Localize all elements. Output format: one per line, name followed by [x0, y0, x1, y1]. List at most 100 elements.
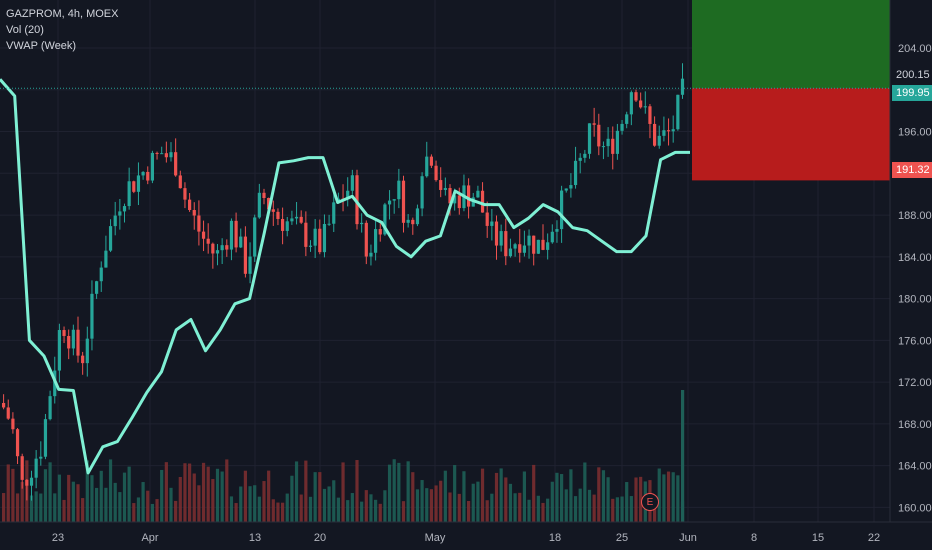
candle-body: [248, 256, 252, 274]
volume-bar: [71, 481, 75, 522]
candle-body: [299, 216, 303, 223]
candle-body: [76, 329, 80, 356]
candle-body: [536, 239, 540, 254]
candle-body: [490, 221, 494, 226]
volume-indicator-label[interactable]: Vol (20): [6, 24, 44, 36]
volume-bar: [676, 475, 680, 522]
volume-bar: [67, 474, 71, 522]
candle-body: [662, 130, 666, 136]
candle-body: [457, 195, 461, 209]
volume-bar: [174, 500, 178, 522]
candle-body: [550, 231, 554, 243]
volume-bar: [355, 460, 359, 522]
price-tick-label: 204.00: [898, 43, 932, 55]
volume-bar: [387, 464, 392, 522]
candle-body: [666, 130, 671, 132]
volume-bar: [146, 490, 150, 522]
candle-body: [629, 92, 633, 115]
volume-bar: [150, 503, 154, 522]
candle-body: [34, 458, 38, 478]
volume-bar: [178, 476, 182, 522]
candle-body: [522, 245, 526, 253]
volume-bar: [369, 494, 373, 522]
volume-bar: [639, 476, 643, 522]
volume-bar: [262, 481, 266, 522]
volume-bar: [234, 503, 238, 522]
candle-body: [401, 180, 406, 223]
entry-price-flag: 200.15: [892, 67, 932, 83]
volume-bar: [290, 475, 294, 522]
volume-bar: [294, 461, 299, 522]
volume-bar: [471, 483, 475, 522]
candle-body: [615, 130, 619, 154]
candlesticks: [2, 63, 685, 501]
volume-bar: [439, 480, 443, 522]
candle-body: [546, 242, 550, 250]
volume-bar: [383, 490, 387, 522]
candle-body: [360, 222, 364, 225]
candle-body: [639, 100, 643, 108]
candle-body: [318, 228, 322, 253]
candle-body: [220, 245, 224, 251]
candle-body: [611, 138, 615, 154]
candle-body: [606, 138, 610, 147]
candle-body: [62, 330, 66, 336]
candle-body: [499, 231, 503, 246]
price-tick-label: 168.00: [898, 419, 932, 431]
volume-bar: [397, 462, 401, 522]
volume-bar: [601, 470, 606, 522]
earnings-event-icon[interactable]: E: [641, 493, 659, 511]
candle-body: [415, 208, 420, 225]
volume-bar: [267, 470, 271, 522]
symbol-label[interactable]: GAZPROM, 4h, MOEX: [6, 8, 119, 20]
candle-body: [578, 157, 582, 161]
candle-body: [164, 153, 168, 158]
volume-bar: [304, 460, 308, 522]
volume-bar: [81, 498, 85, 522]
volume-bar: [308, 496, 313, 522]
volume-bar: [536, 495, 540, 522]
candle-body: [253, 217, 257, 257]
volume-bar: [318, 472, 322, 522]
volume-bar: [657, 468, 661, 522]
volume-bar: [39, 493, 43, 522]
volume-bar: [346, 500, 350, 522]
candle-body: [573, 160, 578, 186]
candle-body: [118, 211, 122, 216]
volume-bar: [6, 464, 10, 522]
candle-body: [141, 171, 145, 176]
price-tick-label: 160.00: [898, 502, 932, 514]
time-tick-label: 25: [616, 532, 628, 544]
vwap-indicator-label[interactable]: VWAP (Week): [6, 40, 77, 52]
volume-bar: [629, 496, 633, 522]
volume-bar: [573, 496, 578, 522]
volume-bar: [188, 463, 192, 522]
candle-body: [20, 456, 24, 480]
volume-bar: [225, 459, 229, 522]
volume-bar: [518, 492, 522, 522]
candle-body: [174, 152, 178, 176]
volume-bar: [592, 494, 596, 522]
candle-body: [411, 219, 415, 225]
volume-bar: [606, 477, 610, 522]
volume-bar: [327, 486, 331, 522]
candle-body: [271, 209, 275, 212]
volume-bar: [192, 473, 196, 522]
volume-bar: [341, 462, 345, 522]
volume-bar: [155, 499, 159, 522]
candle-body: [304, 222, 308, 247]
time-axis[interactable]: 23 Apr 13 20 May 18 25 Jun 8 15 22: [0, 521, 932, 544]
volume-bar: [406, 461, 410, 522]
volume-bar: [136, 497, 141, 522]
time-tick-label: Jun: [679, 532, 697, 544]
vwap-line: [0, 78, 690, 475]
volume-bar: [550, 481, 554, 522]
volume-bar: [53, 493, 57, 522]
candle-body: [262, 192, 266, 199]
candle-body: [583, 153, 587, 158]
candle-body: [676, 94, 680, 130]
volume-bar: [513, 493, 517, 522]
candle-body: [327, 223, 331, 225]
time-tick-label: 15: [812, 532, 824, 544]
